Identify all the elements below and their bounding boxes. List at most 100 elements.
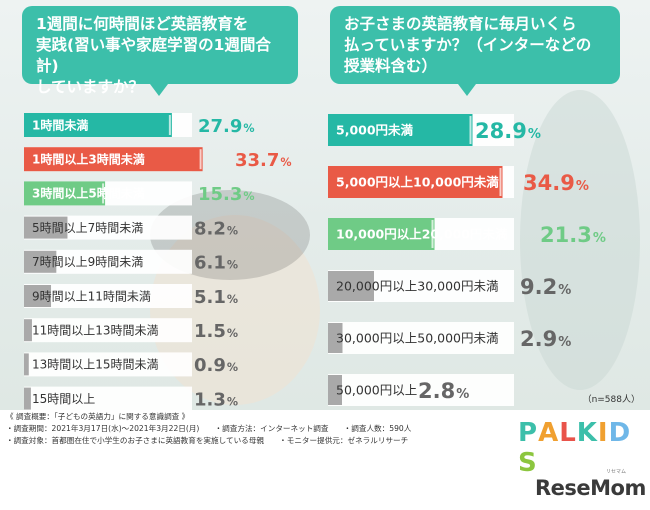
value-unit: %	[227, 327, 238, 340]
value-label: 34.9%	[523, 171, 589, 195]
label-box	[24, 318, 192, 343]
label-box	[24, 386, 192, 411]
footnote-title: 《 調査概要：「子どもの英語力」に関する意識調査 》	[6, 412, 190, 421]
category-label: 20,000円以上30,000円未満	[336, 279, 498, 294]
palkids-letter: S	[518, 448, 538, 478]
footer: 《 調査概要：「子どもの英語力」に関する意識調査 》 ・調査期間：2021年3月…	[0, 410, 650, 510]
label-box	[24, 352, 192, 377]
bar-group: 13時間以上15時間未満 0.9%	[24, 352, 238, 377]
bar	[328, 271, 374, 301]
palkids-letter: D	[608, 418, 632, 448]
category-label: 3時間以上5時間未満	[32, 186, 145, 201]
footnote-target: ・調査対象：首都圏在住で小学生のお子さまに英語教育を実施している母親 ・モニター…	[6, 436, 409, 445]
palkids-letter: A	[538, 418, 560, 448]
category-label: 1時間以上3時間未満	[32, 152, 145, 167]
palkids-letter: I	[597, 418, 609, 448]
bar-group: 20,000円以上30,000円未満 9.2%	[328, 270, 571, 302]
bar-group: 30,000円以上50,000円未満 2.9%	[328, 322, 571, 354]
bar-edge	[469, 116, 472, 144]
value-label: 6.1%	[194, 253, 238, 274]
bar	[24, 181, 106, 206]
bar-edge	[499, 168, 502, 196]
value-label: 8.2%	[194, 218, 238, 239]
bar-edge	[431, 220, 434, 248]
bar	[328, 375, 342, 405]
value-unit: %	[227, 259, 238, 272]
value-label: 5.1%	[194, 287, 238, 308]
bar-group: 3時間以上5時間未満 15.3%	[24, 181, 255, 206]
label-box	[24, 249, 192, 274]
value-unit: %	[593, 231, 606, 246]
resemom-logo: ReseMom	[535, 476, 646, 500]
category-label: 5時間以上7時間未満	[32, 221, 143, 235]
resemom-ruby: リセマム	[606, 469, 627, 475]
category-label: 9時間以上11時間未満	[32, 289, 151, 303]
value-unit: %	[280, 156, 291, 169]
bar-group: 5,000円未満 28.9%	[328, 114, 541, 146]
bar	[24, 216, 68, 239]
value-unit: %	[243, 190, 254, 203]
bar-group: 15時間以上 1.3%	[24, 386, 238, 411]
bar	[328, 323, 343, 353]
bar-group: 7時間以上9時間未満 6.1%	[24, 249, 238, 274]
bar	[328, 114, 473, 146]
sample-size: （n=588人）	[582, 395, 640, 405]
value-unit: %	[227, 395, 238, 408]
value-unit: %	[227, 293, 238, 306]
value-label: 33.7%	[235, 150, 292, 171]
bar	[24, 285, 52, 307]
value-unit: %	[243, 122, 254, 135]
value-label: 28.9%	[475, 119, 541, 143]
bar-group: 11時間以上13時間未満 1.5%	[24, 318, 238, 343]
background-shape	[520, 90, 640, 390]
weekly-hours-bar-chart: 1時間未満 27.9% 1時間以上3時間未満 33.7% 3時間以上5時間未満 15.3%…	[24, 113, 292, 411]
value-unit: %	[456, 387, 469, 402]
palkids-letter: K	[576, 418, 598, 448]
value-unit: %	[227, 224, 238, 237]
left-question-text: 1週間に何時間ほど英語教育を 実践(習い事や家庭学習の1週間合計) していますか…	[36, 15, 271, 96]
value-unit: %	[528, 127, 541, 142]
label-box	[24, 284, 192, 308]
right-question-bubble: お子さまの英語教育に毎月いくら 払っていますか？（インターなどの 授業料含む）	[330, 6, 620, 96]
bar	[24, 353, 29, 376]
palkids-logo: PALKID S	[518, 418, 650, 478]
value-label: 1.5%	[194, 321, 238, 342]
bar	[24, 113, 172, 137]
bar	[328, 166, 503, 198]
value-unit: %	[227, 361, 238, 374]
label-box	[328, 374, 514, 406]
value-label: 21.3%	[540, 223, 606, 247]
category-label: 10,000円以上20,000円未満	[336, 227, 508, 242]
palkids-letter: L	[559, 418, 577, 448]
value-label: 2.9%	[520, 327, 571, 351]
bar	[24, 147, 203, 172]
category-label: 15時間以上	[32, 392, 95, 406]
right-bubble-tail	[458, 84, 476, 96]
bar-edge	[102, 183, 105, 204]
category-label: 11時間以上13時間未満	[32, 324, 159, 338]
value-label: 1.3%	[194, 389, 238, 410]
value-label: 15.3%	[198, 184, 255, 205]
value-unit: %	[558, 335, 571, 350]
bar	[24, 250, 57, 273]
bar-edge	[199, 149, 202, 170]
palkids-letter: P	[518, 418, 539, 448]
left-question-bubble: 1週間に何時間ほど英語教育を 実践(習い事や家庭学習の1週間合計) していますか…	[22, 6, 298, 96]
category-label: 5,000円以上10,000円未満	[336, 175, 499, 190]
label-box	[328, 322, 514, 354]
bar-group: 1時間以上3時間未満 33.7%	[24, 147, 292, 172]
category-label: 5,000円未満	[336, 123, 414, 138]
category-label: 7時間以上9時間未満	[32, 255, 143, 269]
value-label: 27.9%	[198, 116, 255, 137]
bar-group: 5,000円以上10,000円未満 34.9%	[328, 166, 589, 198]
value-label: 0.9%	[194, 355, 238, 376]
value-unit: %	[576, 179, 589, 194]
category-label: 50,000円以上	[336, 383, 417, 398]
right-question-text: お子さまの英語教育に毎月いくら 払っていますか？（インターなどの 授業料含む）	[344, 15, 592, 75]
category-label: 1時間未満	[32, 117, 88, 132]
left-bubble-tail	[150, 84, 168, 96]
value-label: 9.2%	[520, 275, 571, 299]
bar-group: 50,000円以上 2.8%	[328, 374, 514, 406]
footnote-period: ・調査期間：2021年3月17日(水)～2021年3月22日(月) ・調査方法：…	[6, 424, 412, 433]
